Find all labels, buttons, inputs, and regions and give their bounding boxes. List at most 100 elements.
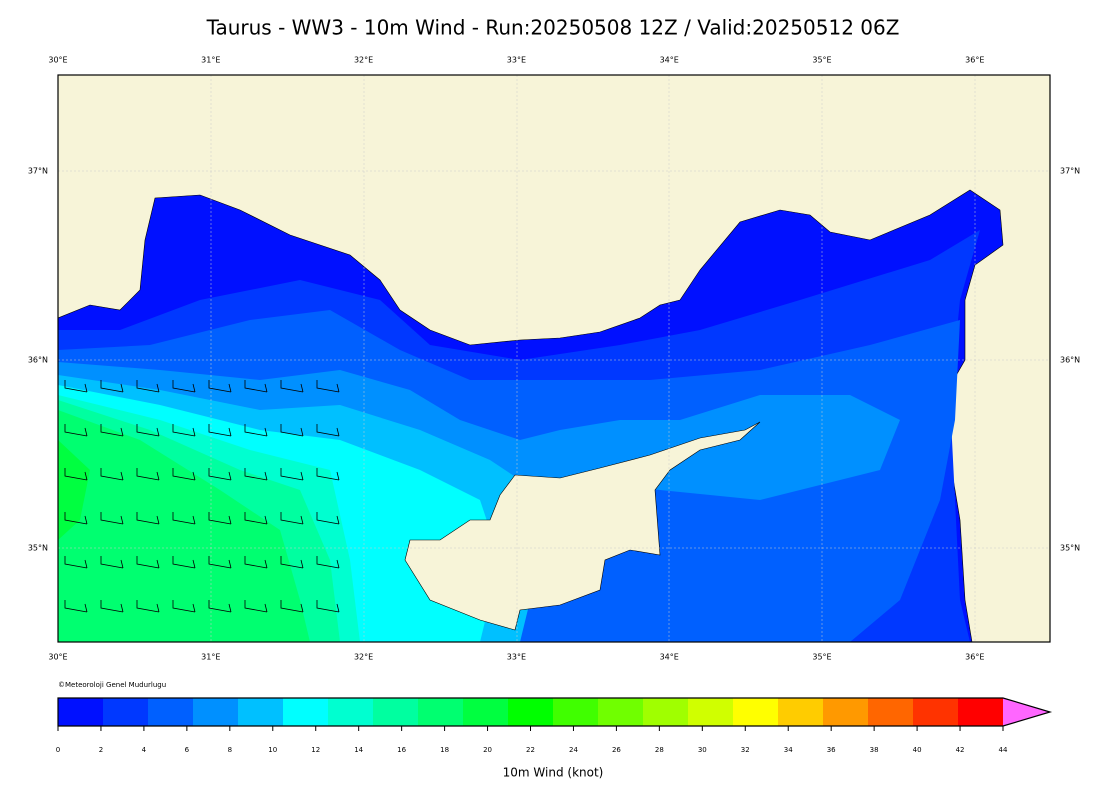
lon-label: 32°E — [354, 56, 373, 65]
colorbar-swatch — [328, 698, 374, 726]
colorbar-tick-label: 26 — [612, 746, 621, 754]
wind-barb — [100, 512, 124, 525]
colorbar-tick-label: 2 — [99, 746, 103, 754]
wind-barb — [280, 512, 304, 525]
wind-barb — [64, 600, 88, 613]
colorbar-tick-label: 6 — [185, 746, 190, 754]
lat-label: 36°N — [1060, 356, 1080, 365]
colorbar-tick-label: 12 — [311, 746, 320, 754]
cyprus — [404, 421, 761, 631]
colorbar-tick-label: 4 — [142, 746, 147, 754]
graticule — [58, 75, 1050, 642]
colorbar-swatch — [823, 698, 869, 726]
colorbar-tick-label: 8 — [228, 746, 232, 754]
lon-label: 30°E — [48, 56, 67, 65]
credit: ©Meteoroloji Genel Mudurlugu — [58, 681, 166, 689]
wind-barb — [316, 512, 340, 525]
lon-label: 31°E — [201, 653, 220, 662]
wind-barb — [208, 512, 232, 525]
colorbar-swatch — [238, 698, 284, 726]
colorbar-swatch — [103, 698, 149, 726]
colorbar-tick-label: 24 — [569, 746, 578, 754]
lon-label: 35°E — [812, 653, 831, 662]
colorbar-swatch — [418, 698, 464, 726]
colorbar-tick-label: 30 — [698, 746, 707, 754]
wind-zone — [58, 440, 90, 540]
wind-barb — [280, 424, 304, 437]
lat-label: 37°N — [28, 167, 48, 176]
wind-barb — [280, 600, 304, 613]
map-frame — [57, 74, 1051, 643]
colorbar-tick-label: 28 — [655, 746, 664, 754]
wind-barb — [100, 424, 124, 437]
wind-barb — [316, 468, 340, 481]
lon-label: 36°E — [965, 653, 984, 662]
lon-label: 32°E — [354, 653, 373, 662]
wind-barb — [136, 468, 160, 481]
wind-barb — [64, 512, 88, 525]
colorbar-swatch — [958, 698, 1004, 726]
wind-barb — [64, 380, 88, 393]
colorbar-swatch — [58, 698, 104, 726]
wind-barb — [100, 380, 124, 393]
colorbar-frame — [57, 697, 1053, 727]
colorbar-swatch — [778, 698, 824, 726]
colorbar-swatch — [508, 698, 554, 726]
wind-barb — [316, 380, 340, 393]
colorbar-tick-label: 18 — [440, 746, 449, 754]
wind-barb — [208, 380, 232, 393]
lat-label: 35°N — [28, 544, 48, 553]
wind-barb — [316, 556, 340, 569]
wind-barb — [280, 468, 304, 481]
wind-barb — [172, 468, 196, 481]
wind-barb — [136, 380, 160, 393]
colorbar-swatch — [913, 698, 959, 726]
wind-barb — [280, 556, 304, 569]
lon-label: 31°E — [201, 56, 220, 65]
colorbar-swatch — [598, 698, 644, 726]
wind-barb — [64, 556, 88, 569]
wind-barb — [172, 424, 196, 437]
colorbar-extend — [1003, 698, 1050, 726]
lon-label: 33°E — [507, 653, 526, 662]
wind-barb — [208, 600, 232, 613]
colorbar-tick-label: 20 — [483, 746, 492, 754]
colorbar-swatch — [193, 698, 239, 726]
colorbar-tick-label: 36 — [827, 746, 836, 754]
wind-barb — [64, 424, 88, 437]
wind-barb — [136, 424, 160, 437]
colorbar-label: 10m Wind (knot) — [503, 766, 604, 780]
lon-label: 33°E — [507, 56, 526, 65]
lon-label: 35°E — [812, 56, 831, 65]
lon-label: 30°E — [48, 653, 67, 662]
colorbar-tick-label: 38 — [870, 746, 879, 754]
wind-barb — [100, 556, 124, 569]
colorbar-swatch — [643, 698, 689, 726]
colorbar-swatch — [553, 698, 599, 726]
colorbar-tick-label: 44 — [999, 746, 1008, 754]
wind-barb — [244, 380, 268, 393]
wind-barb — [208, 468, 232, 481]
wind-barb — [208, 424, 232, 437]
lon-label: 36°E — [965, 56, 984, 65]
wind-barb — [316, 424, 340, 437]
wind-barb — [244, 424, 268, 437]
wind-barb — [136, 556, 160, 569]
lat-label: 35°N — [1060, 544, 1080, 553]
colorbar-swatch — [463, 698, 509, 726]
lat-label: 36°N — [28, 356, 48, 365]
wind-barb — [64, 468, 88, 481]
title: Taurus - WW3 - 10m Wind - Run:20250508 1… — [206, 16, 900, 40]
map-area — [58, 75, 1050, 642]
colorbar-tick-label: 42 — [956, 746, 965, 754]
lon-label: 34°E — [660, 653, 679, 662]
wind-barb — [208, 556, 232, 569]
colorbar-swatch — [868, 698, 914, 726]
colorbar-tick-label: 22 — [526, 746, 535, 754]
colorbar-tick-label: 14 — [354, 746, 363, 754]
colorbar-swatch — [373, 698, 419, 726]
wind-barbs — [64, 380, 340, 613]
lon-label: 34°E — [660, 56, 679, 65]
wind-barb — [172, 380, 196, 393]
